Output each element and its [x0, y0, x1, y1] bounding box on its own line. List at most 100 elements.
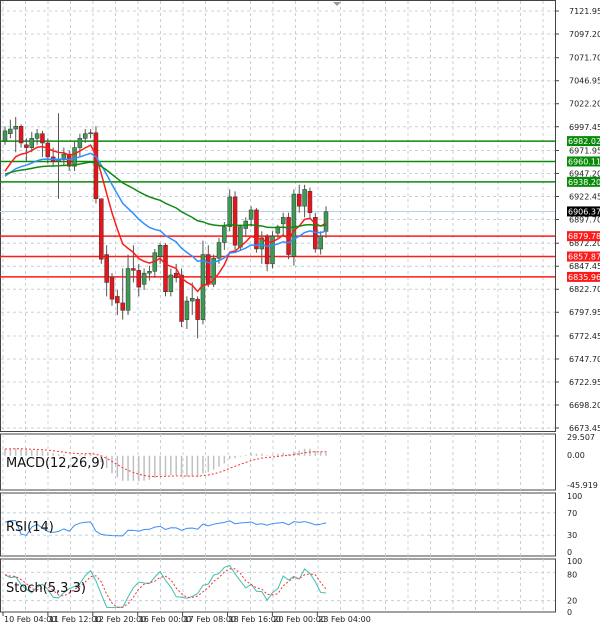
- candle-body: [184, 300, 190, 320]
- candle-body: [254, 209, 259, 250]
- price-tick-label: 7097.20: [569, 30, 600, 39]
- time-tick-label: 23 Feb 04:00: [318, 615, 370, 624]
- candle-body: [93, 132, 99, 200]
- candle-body: [275, 226, 281, 234]
- candle-body: [147, 271, 152, 274]
- rsi-panel: [0, 492, 556, 557]
- candle-body: [136, 270, 141, 288]
- price-tick-label: 6698.20: [569, 401, 600, 410]
- candle-body: [45, 142, 51, 158]
- candle-body: [270, 235, 275, 265]
- candle-body: [227, 196, 232, 227]
- candle-body: [8, 128, 13, 134]
- candle-body: [29, 138, 34, 148]
- candle-body: [206, 254, 211, 285]
- time-tick-label: 17 Feb 08:00: [184, 615, 236, 624]
- moving-average-line: [4, 152, 327, 264]
- level-tag-label: 6938.20: [568, 178, 600, 187]
- candle-body: [131, 268, 136, 271]
- candle-body: [211, 258, 216, 285]
- level-tag-label: 6835.96: [568, 273, 600, 282]
- price-tick-label: 6872.20: [569, 239, 600, 248]
- price-tick-label: 6772.45: [569, 332, 600, 341]
- time-tick-label: 18 Feb 16:00: [229, 615, 281, 624]
- candle-body: [141, 272, 147, 285]
- level-tag: [567, 176, 600, 187]
- level-tag: [567, 136, 600, 147]
- level-tag: [567, 271, 600, 282]
- price-tick-label: 6897.70: [569, 216, 600, 225]
- candle-body: [24, 144, 29, 148]
- time-tick-label: 20 Feb 00:00: [273, 615, 325, 624]
- candle-body: [216, 242, 222, 259]
- price-tick-label: 6922.45: [569, 192, 600, 201]
- candle-body: [18, 125, 24, 144]
- level-tag: [567, 231, 600, 242]
- macd-signal-line: [4, 448, 327, 478]
- rsi-tick-label: 70: [567, 509, 577, 518]
- candle-body: [307, 191, 313, 213]
- price-tick-label: 6797.95: [569, 308, 600, 317]
- rsi-tick-label: 100: [567, 492, 582, 501]
- scroll-marker-icon: [333, 2, 341, 6]
- stoch-k-line: [4, 565, 327, 609]
- level-tag-label: 6857.87: [568, 253, 600, 262]
- level-tag-label: 6879.78: [568, 232, 600, 241]
- macd-tick-label: -45.919: [567, 481, 598, 490]
- time-tick-label: 10 Feb 04:00: [4, 615, 56, 624]
- stoch-tick-label: 20: [567, 597, 577, 606]
- price-tick-label: 6747.70: [569, 355, 600, 364]
- current-price-label: 6906.37: [568, 207, 600, 216]
- candle-body: [99, 198, 104, 260]
- macd-tick-label: 0.00: [567, 451, 585, 460]
- price-tick-label: 6822.70: [569, 285, 600, 294]
- stoch-tick-label: 0: [567, 608, 572, 617]
- candle-body: [318, 235, 323, 250]
- candle-body: [109, 277, 115, 300]
- level-tag: [567, 251, 600, 262]
- candle-body: [248, 209, 254, 220]
- time-tick-label: 11 Feb 12:00: [49, 615, 101, 624]
- candle-body: [280, 217, 286, 225]
- stoch-panel: [0, 558, 556, 613]
- candle-body: [179, 274, 184, 322]
- candle-body: [195, 298, 200, 320]
- stoch-d-line: [4, 568, 327, 608]
- price-tick-label: 6673.45: [569, 424, 600, 433]
- candle-body: [232, 196, 238, 246]
- level-tag-label: 6960.11: [568, 157, 600, 166]
- candle-body: [157, 245, 163, 257]
- price-tick-label: 7046.95: [569, 77, 600, 86]
- price-tick-label: 6722.95: [569, 378, 600, 387]
- candle-body: [40, 133, 45, 144]
- candle-body: [173, 272, 179, 279]
- candle-body: [72, 147, 77, 167]
- candle-body: [168, 274, 174, 292]
- moving-average-line: [4, 144, 327, 293]
- candle-body: [302, 189, 307, 207]
- candle-body: [120, 302, 125, 311]
- price-tick-label: 6997.45: [569, 123, 600, 132]
- candle-body: [264, 235, 270, 265]
- candle-body: [163, 245, 168, 292]
- price-tick-label: 6971.95: [569, 146, 600, 155]
- candle-body: [88, 132, 93, 135]
- candle-body: [104, 254, 109, 283]
- rsi-label: RSI(14): [6, 520, 54, 535]
- stoch-tick-label: 100: [567, 557, 582, 566]
- price-tick-label: 6847.45: [569, 262, 600, 271]
- moving-average-line: [4, 161, 327, 229]
- price-tick-label: 7022.20: [569, 100, 600, 109]
- level-tag: [567, 156, 600, 167]
- macd-tick-label: 29.507: [567, 433, 595, 442]
- candle-body: [34, 133, 40, 139]
- candle-body: [13, 125, 18, 130]
- candle-body: [190, 298, 195, 302]
- time-tick-label: 16 Feb 00:00: [139, 615, 191, 624]
- main-panel: [0, 0, 556, 432]
- candle-body: [222, 226, 227, 243]
- macd-label: MACD(12,26,9): [6, 456, 105, 471]
- macd-panel: [0, 433, 556, 491]
